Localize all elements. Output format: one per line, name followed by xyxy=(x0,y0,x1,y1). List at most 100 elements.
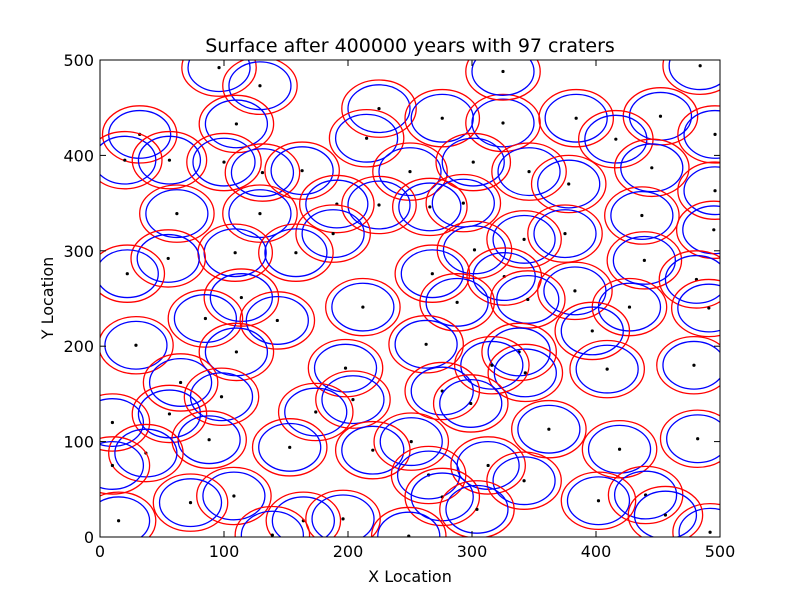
crater-outer-ring xyxy=(131,130,208,190)
y-tick-label: 0 xyxy=(84,528,94,547)
crater-outer-ring xyxy=(100,491,157,537)
crater-outer-ring xyxy=(394,244,471,303)
crater-outer-ring xyxy=(196,466,272,526)
crater-center xyxy=(642,258,646,262)
crater-outer-ring xyxy=(325,277,401,337)
crater-center xyxy=(614,137,618,141)
crater-outer-ring xyxy=(627,485,704,537)
crater-rim xyxy=(439,378,503,428)
crater-rim xyxy=(471,60,535,96)
crater-center xyxy=(300,169,304,173)
crater-center xyxy=(713,189,717,193)
crater-center xyxy=(424,342,428,346)
crater-outer-ring xyxy=(569,339,646,399)
crater-outer-ring xyxy=(419,273,495,332)
crater-center xyxy=(377,203,381,207)
crater-center xyxy=(222,160,226,164)
crater-outer-ring xyxy=(527,204,603,263)
crater-outer-ring xyxy=(465,60,541,101)
crater-center xyxy=(408,170,412,174)
crater-rim xyxy=(313,343,378,393)
crater-outer-ring xyxy=(486,210,562,269)
crater-rim xyxy=(202,471,266,521)
crater-rim xyxy=(104,320,168,370)
crater-center xyxy=(331,232,335,236)
crater-center xyxy=(167,158,172,162)
crater-rim xyxy=(145,189,209,239)
crater-center xyxy=(526,297,530,302)
crater-center xyxy=(166,256,170,261)
crater-outer-ring xyxy=(258,223,334,282)
y-tick-label: 300 xyxy=(63,242,94,261)
crater-outer-ring xyxy=(251,418,328,477)
crater-outer-ring xyxy=(305,489,381,537)
crater-center xyxy=(270,533,274,537)
crater-center xyxy=(475,507,479,511)
crater-outer-ring xyxy=(298,174,375,234)
crater-outer-ring xyxy=(183,367,260,427)
y-tick-label: 400 xyxy=(63,146,94,165)
crater-center xyxy=(471,160,475,164)
crater-outer-ring xyxy=(100,315,174,375)
x-tick-label: 100 xyxy=(209,542,240,561)
crater-outer-ring xyxy=(511,399,587,459)
crater-rim xyxy=(445,484,509,534)
crater-center xyxy=(175,211,179,216)
crater-rim xyxy=(187,60,251,93)
crater-outer-ring xyxy=(656,336,720,395)
y-tick-label: 100 xyxy=(63,433,94,452)
crater-rim xyxy=(100,496,151,537)
crater-rim xyxy=(245,295,309,345)
crater-outer-ring xyxy=(373,412,450,471)
crater-center xyxy=(708,530,712,534)
crater-outer-ring xyxy=(295,204,371,263)
crater-rim xyxy=(664,254,720,304)
crater-center xyxy=(117,519,121,523)
crater-outer-ring xyxy=(100,130,163,190)
crater-center xyxy=(455,300,459,304)
crater-rim xyxy=(633,490,698,537)
crater-center xyxy=(663,513,668,517)
crater-outer-ring xyxy=(100,244,166,303)
crater-rim xyxy=(612,235,677,285)
crater-outer-ring xyxy=(370,506,447,537)
crater-rim xyxy=(148,357,213,407)
crater-rim xyxy=(560,306,624,356)
crater-rim xyxy=(379,417,443,467)
x-tick-label: 400 xyxy=(581,542,612,561)
crater-center xyxy=(351,398,355,402)
crater-outer-ring xyxy=(453,336,530,395)
crater-center xyxy=(188,501,193,505)
crater-outer-ring xyxy=(560,471,637,531)
crater-outer-ring xyxy=(450,436,526,495)
crater-center xyxy=(563,232,567,236)
crater-center xyxy=(110,420,114,425)
crater-center xyxy=(258,211,262,216)
crater-center xyxy=(234,122,238,126)
crater-outer-ring xyxy=(130,229,207,288)
crater-center xyxy=(501,69,505,74)
crater-rim xyxy=(666,414,720,464)
crater-rim xyxy=(377,511,441,537)
axis-ticks: 0 100 200 300 400 500 0 100 200 300 400 500 xyxy=(63,51,735,561)
crater-outer-ring xyxy=(108,423,184,483)
y-axis-label: Y Location xyxy=(38,257,57,341)
crater-center xyxy=(371,448,375,452)
crater-center xyxy=(627,305,632,309)
crater-rim xyxy=(158,478,223,528)
crater-center xyxy=(522,237,526,241)
crater-rim xyxy=(284,387,348,437)
crater-outer-ring xyxy=(404,361,481,421)
crater-center xyxy=(123,158,127,162)
crater-center xyxy=(361,305,365,309)
plot-area xyxy=(100,60,720,537)
crater-center xyxy=(234,350,238,354)
crater-center xyxy=(707,306,711,310)
crater-outer-ring xyxy=(537,261,613,321)
crater-center xyxy=(605,367,609,371)
crater-rim xyxy=(264,228,328,278)
crater-center xyxy=(110,463,114,468)
crater-center xyxy=(207,438,211,442)
x-axis-label: X Location xyxy=(368,567,452,586)
crater-center xyxy=(574,116,578,120)
